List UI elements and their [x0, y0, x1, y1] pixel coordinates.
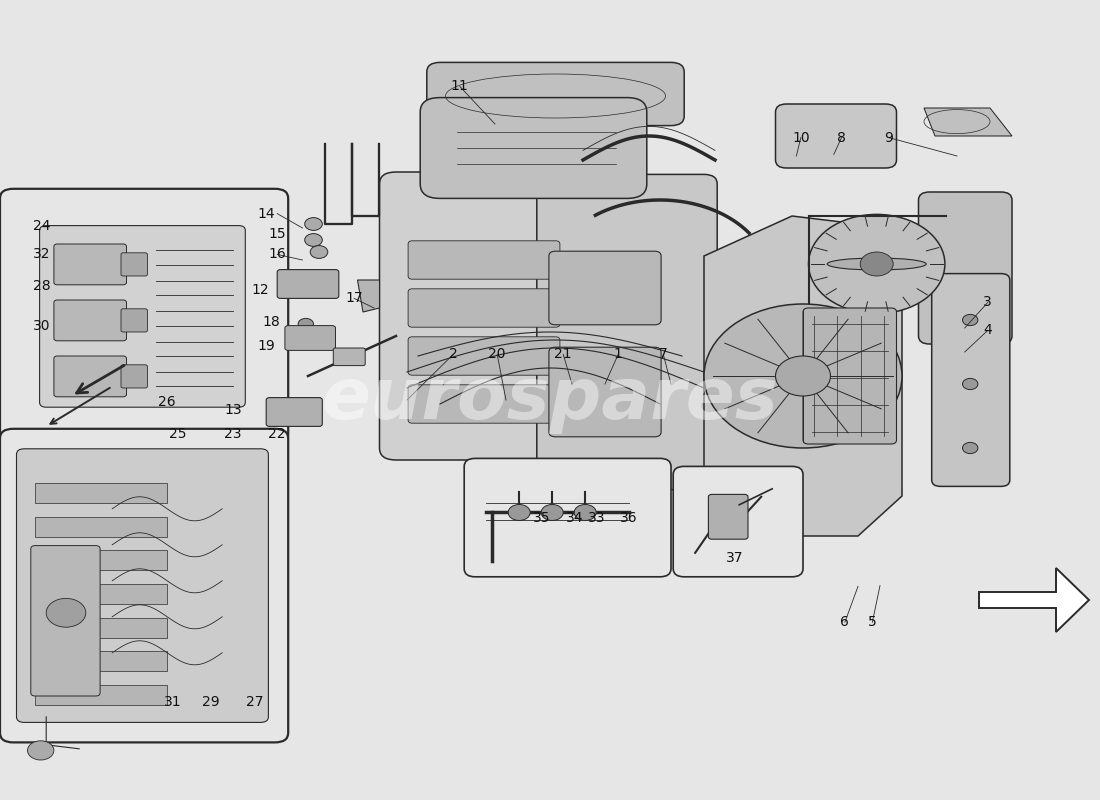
Text: 30: 30	[33, 319, 51, 334]
Text: 22: 22	[268, 427, 286, 442]
Polygon shape	[35, 651, 167, 671]
FancyBboxPatch shape	[420, 98, 647, 198]
Text: 8: 8	[837, 130, 846, 145]
FancyBboxPatch shape	[427, 62, 684, 126]
FancyBboxPatch shape	[31, 546, 100, 696]
Text: 31: 31	[164, 695, 182, 710]
Text: 26: 26	[158, 395, 176, 410]
Text: 24: 24	[33, 219, 51, 234]
Text: 2: 2	[449, 347, 458, 362]
FancyBboxPatch shape	[266, 398, 322, 426]
Circle shape	[962, 378, 978, 390]
FancyBboxPatch shape	[0, 189, 288, 444]
Ellipse shape	[827, 258, 926, 270]
Text: 11: 11	[451, 79, 469, 94]
FancyBboxPatch shape	[673, 466, 803, 577]
Circle shape	[962, 314, 978, 326]
Circle shape	[46, 598, 86, 627]
FancyBboxPatch shape	[16, 449, 268, 722]
Ellipse shape	[434, 66, 676, 118]
Text: eurospares: eurospares	[321, 366, 779, 434]
Text: 13: 13	[224, 403, 242, 418]
FancyBboxPatch shape	[408, 385, 560, 423]
Text: 18: 18	[263, 315, 280, 330]
Circle shape	[860, 252, 893, 276]
Polygon shape	[35, 618, 167, 638]
Text: 5: 5	[868, 615, 877, 630]
Circle shape	[310, 246, 328, 258]
Text: 14: 14	[257, 206, 275, 221]
FancyBboxPatch shape	[464, 458, 671, 577]
Text: 4: 4	[983, 323, 992, 338]
Text: 28: 28	[33, 279, 51, 294]
FancyBboxPatch shape	[121, 309, 147, 332]
Circle shape	[298, 318, 314, 330]
Circle shape	[508, 505, 530, 521]
Text: 16: 16	[268, 247, 286, 262]
FancyBboxPatch shape	[40, 226, 245, 407]
Circle shape	[962, 442, 978, 454]
Circle shape	[28, 741, 54, 760]
Text: 35: 35	[532, 511, 550, 526]
Text: 7: 7	[659, 347, 668, 362]
Text: 33: 33	[587, 511, 605, 526]
FancyBboxPatch shape	[549, 347, 661, 437]
Text: 25: 25	[169, 427, 187, 442]
FancyBboxPatch shape	[277, 270, 339, 298]
FancyBboxPatch shape	[408, 241, 560, 279]
Text: 21: 21	[554, 347, 572, 362]
FancyBboxPatch shape	[708, 494, 748, 539]
FancyBboxPatch shape	[549, 251, 661, 325]
Text: 3: 3	[983, 295, 992, 310]
Text: 27: 27	[246, 695, 264, 710]
Polygon shape	[35, 685, 167, 705]
FancyBboxPatch shape	[285, 326, 336, 350]
Polygon shape	[35, 550, 167, 570]
Circle shape	[776, 356, 830, 396]
Text: 17: 17	[345, 291, 363, 306]
Text: 37: 37	[726, 551, 744, 566]
Text: 34: 34	[565, 511, 583, 526]
FancyBboxPatch shape	[54, 244, 126, 285]
Polygon shape	[704, 216, 902, 536]
Text: 10: 10	[792, 130, 810, 145]
Circle shape	[305, 218, 322, 230]
FancyBboxPatch shape	[803, 308, 896, 444]
FancyBboxPatch shape	[121, 253, 147, 276]
Text: 20: 20	[488, 347, 506, 362]
FancyBboxPatch shape	[776, 104, 896, 168]
FancyBboxPatch shape	[54, 300, 126, 341]
Circle shape	[574, 505, 596, 521]
Text: 19: 19	[257, 339, 275, 354]
Polygon shape	[35, 584, 167, 604]
Circle shape	[305, 234, 322, 246]
Polygon shape	[35, 483, 167, 503]
FancyBboxPatch shape	[932, 274, 1010, 486]
Text: 9: 9	[884, 130, 893, 145]
Polygon shape	[358, 280, 379, 312]
FancyBboxPatch shape	[408, 337, 560, 375]
Text: 36: 36	[620, 511, 638, 526]
Circle shape	[541, 505, 563, 521]
Polygon shape	[35, 517, 167, 537]
Text: 15: 15	[268, 226, 286, 241]
FancyBboxPatch shape	[0, 429, 288, 742]
Polygon shape	[924, 108, 1012, 136]
FancyBboxPatch shape	[54, 356, 126, 397]
Text: 12: 12	[252, 283, 270, 298]
Text: 1: 1	[614, 347, 623, 362]
FancyBboxPatch shape	[333, 348, 365, 366]
Circle shape	[704, 304, 902, 448]
FancyBboxPatch shape	[918, 192, 1012, 344]
Circle shape	[808, 214, 945, 314]
FancyBboxPatch shape	[537, 174, 717, 490]
Polygon shape	[979, 568, 1089, 632]
Text: 32: 32	[33, 247, 51, 262]
Text: 23: 23	[224, 427, 242, 442]
FancyBboxPatch shape	[408, 289, 560, 327]
Text: 6: 6	[840, 615, 849, 630]
FancyBboxPatch shape	[379, 172, 588, 460]
Text: 29: 29	[202, 695, 220, 710]
FancyBboxPatch shape	[121, 365, 147, 388]
